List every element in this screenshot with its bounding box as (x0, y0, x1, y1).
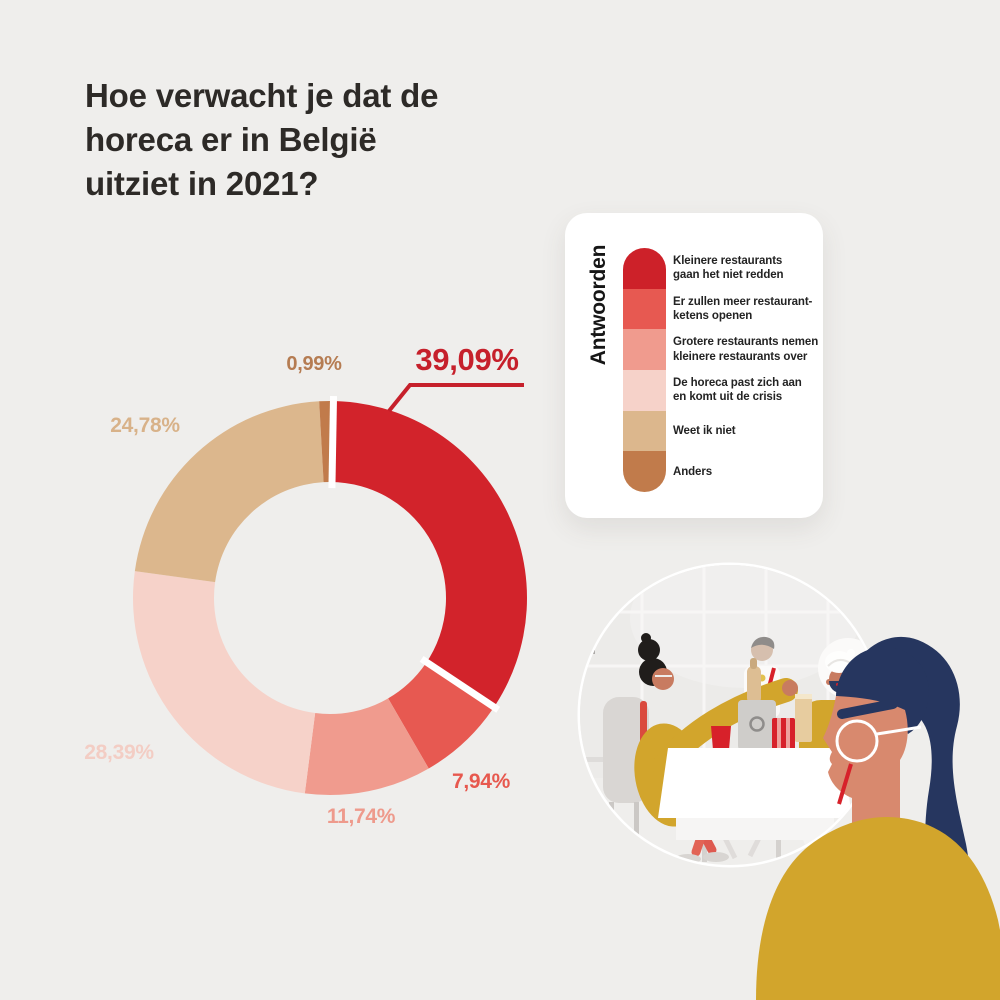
legend-title: Antwoorden (587, 244, 610, 366)
page-title: Hoe verwacht je dat de horeca er in Belg… (85, 77, 439, 202)
donut-slice-1 (388, 663, 493, 769)
highlight-callout-line (387, 383, 524, 413)
legend-item-label: Anders (673, 465, 713, 478)
legend-color-bar (623, 248, 666, 492)
legend-labels: Kleinere restaurants gaan het niet redde… (673, 248, 819, 492)
highlight-slice-gap (328, 395, 338, 489)
slice-value-5: 0,99% (286, 353, 342, 375)
legend-item: Anders (673, 451, 819, 492)
legend-swatch-1 (623, 288, 666, 330)
slice-value-3: 28,39% (84, 741, 154, 764)
legend-item: Er zullen meer restaurant- ketens openen (673, 289, 819, 330)
donut-slice-5 (319, 401, 330, 483)
donut-slice-3 (133, 571, 316, 794)
slice-value-4: 24,78% (110, 414, 180, 437)
slice-value-highlight: 39,09% (415, 342, 519, 377)
legend-swatch-5 (623, 451, 666, 492)
legend-item-label: De horeca past zich aan en komt uit de c… (673, 376, 802, 404)
legend-swatch-4 (623, 410, 666, 452)
legend-item: Grotere restaurants nemen kleinere resta… (673, 329, 819, 370)
legend-swatch-2 (623, 329, 666, 371)
legend-card: Antwoorden Kleinere restaurants gaan het… (565, 213, 823, 518)
legend-swatch-3 (623, 370, 666, 411)
slice-value-2: 11,74% (326, 805, 396, 828)
legend-swatch-0 (623, 248, 666, 289)
legend-item-label: Weet ik niet (673, 424, 736, 437)
legend-item: Kleinere restaurants gaan het niet redde… (673, 248, 819, 289)
legend-item-label: Er zullen meer restaurant- ketens openen (673, 295, 813, 322)
slice-value-1: 7,94% (451, 770, 511, 793)
legend-item: De horeca past zich aan en komt uit de c… (673, 370, 819, 411)
donut-slice-0 (330, 401, 528, 710)
legend-item: Weet ik niet (673, 411, 819, 452)
highlight-slice-gap (419, 655, 501, 713)
donut-slices (133, 395, 528, 795)
legend-item-label: Grotere restaurants nemen kleinere resta… (673, 336, 819, 363)
donut-slice-4 (134, 401, 324, 583)
donut-slice-2 (304, 698, 429, 795)
legend-item-label: Kleinere restaurants gaan het niet redde… (673, 254, 784, 282)
